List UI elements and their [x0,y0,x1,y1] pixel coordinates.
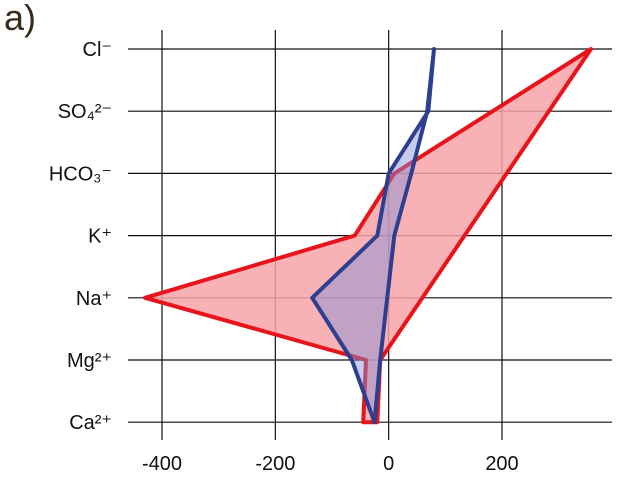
x-tick-label-1: -200 [255,453,295,475]
x-tick-label-0: -400 [142,453,182,475]
panel-label: a) [4,0,36,38]
y-tick-label-1: SO₄²⁻ [58,101,112,123]
x-tick-label-3: 200 [485,453,518,475]
series-layer [143,47,593,425]
x-tick-label-2: 0 [383,453,394,475]
y-tick-label-4: Na⁺ [76,288,112,310]
x-axis: -400 -200 0 200 [142,453,519,475]
y-tick-label-6: Ca²⁺ [69,412,112,434]
series-1-polygon [310,47,436,425]
y-tick-label-2: HCO₃⁻ [49,163,112,185]
y-axis: Cl⁻ SO₄²⁻ HCO₃⁻ K⁺ Na⁺ Mg²⁺ Ca²⁺ [49,39,112,434]
y-tick-label-3: K⁺ [88,226,112,248]
y-tick-label-5: Mg²⁺ [67,350,112,372]
y-tick-label-0: Cl⁻ [83,39,112,61]
